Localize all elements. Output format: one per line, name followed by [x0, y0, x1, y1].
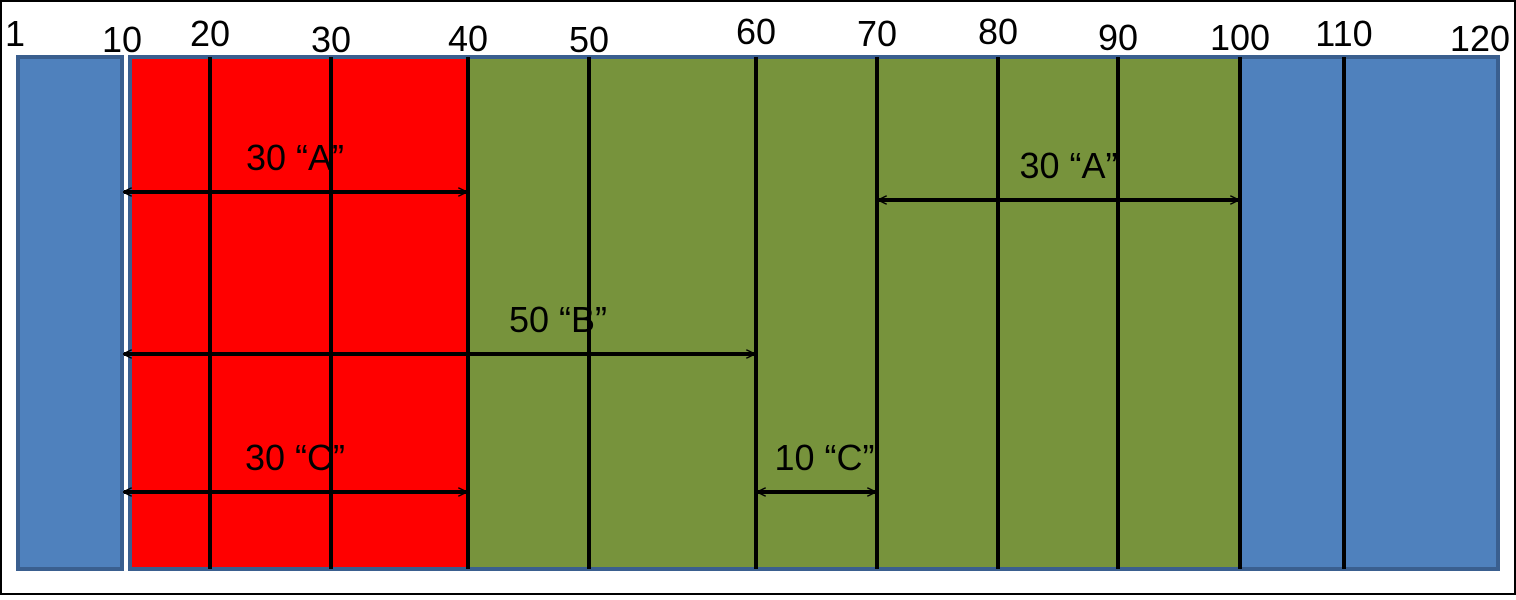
arrows-layer: 30 “A” 30 “A” 50 “B” 30 “C” 10 “C”: [124, 137, 1238, 492]
segment-blue-right: [1238, 55, 1500, 571]
scale-label-70: 70: [857, 13, 897, 54]
segments-layer: [16, 55, 1500, 571]
dimension-label-3: 50 “B”: [509, 299, 607, 340]
scale-label-110: 110: [1315, 13, 1372, 54]
dimension-label-1: 30 “A”: [246, 137, 344, 178]
scale-label-1: 1: [5, 13, 25, 54]
segment-green: [466, 55, 1242, 571]
scale-label-80: 80: [978, 11, 1018, 52]
scale-label-90: 90: [1098, 17, 1138, 58]
segment-red: [128, 55, 470, 571]
dimension-label-4: 30 “C”: [245, 437, 345, 478]
scale-label-10: 10: [102, 19, 142, 60]
scale-label-50: 50: [569, 19, 609, 60]
dimension-label-5: 10 “C”: [774, 437, 874, 478]
scale-label-30: 30: [311, 19, 351, 60]
scale-label-60: 60: [736, 11, 776, 52]
gridlines-layer: [208, 57, 1346, 569]
scale-label-40: 40: [448, 18, 488, 59]
segment-blue-left: [16, 55, 124, 571]
scale-label-120: 120: [1450, 18, 1510, 59]
scale-label-20: 20: [190, 13, 230, 54]
dimension-label-2: 30 “A”: [1019, 145, 1117, 186]
scale-label-100: 100: [1210, 17, 1270, 58]
scale-labels-layer: 1 10 20 30 40 50 60 70 80 90 100 110 120: [5, 11, 1510, 60]
